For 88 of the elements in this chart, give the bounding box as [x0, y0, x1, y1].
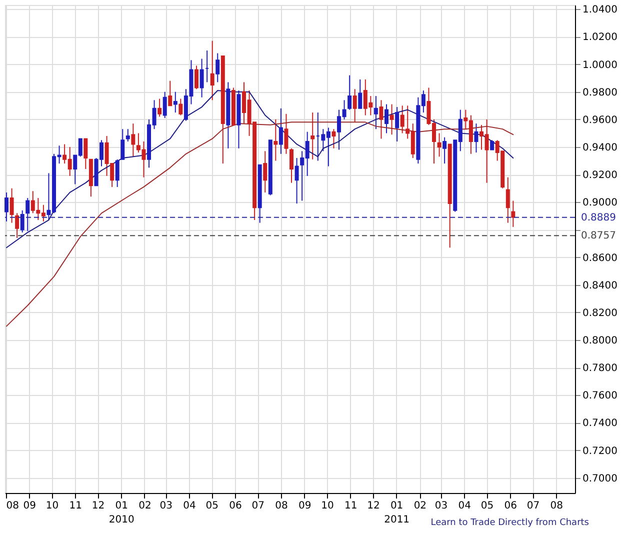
x-tick-label: 05: [480, 500, 494, 512]
y-tick-label: 0.7000: [582, 473, 618, 484]
candlestick: [294, 158, 299, 204]
x-tick-label: 06: [504, 500, 518, 512]
candlestick: [173, 91, 178, 114]
x-tick-label: 11: [344, 500, 358, 512]
candlestick: [168, 80, 172, 106]
x-tick-label: 02: [138, 500, 152, 512]
y-tick-label: 0.9400: [582, 142, 618, 154]
candlestick: [274, 118, 278, 162]
x-tick-label: 12: [92, 500, 105, 512]
candlestick: [379, 100, 384, 140]
candlestick: [4, 192, 9, 222]
candlestick: [390, 104, 394, 136]
candlestick: [120, 128, 125, 160]
candlestick: [263, 150, 268, 193]
x-tick-label: 04: [458, 500, 472, 512]
candlestick: [310, 112, 315, 160]
candlestick: [506, 176, 510, 224]
x-tick-label: 05: [206, 500, 218, 512]
text: Learn to Trade Directly from Charts: [430, 518, 590, 528]
x-tick-label: 06: [229, 500, 242, 512]
candlestick: [126, 128, 130, 142]
candlestick: [200, 58, 204, 98]
y-tick-label: 0.7600: [582, 390, 618, 402]
y-tick-label: 1.0400: [582, 4, 618, 16]
candlestick: [210, 40, 214, 101]
candlestick: [437, 132, 442, 158]
candlestick: [384, 104, 389, 134]
y-tick-label: 0.8000: [582, 335, 618, 346]
x-tick-label: 10: [321, 500, 334, 512]
line-series: [6, 90, 514, 248]
y-tick-label: 0.9200: [582, 170, 618, 182]
y-tick-label: 0.8200: [582, 308, 618, 319]
candlestick: [395, 106, 400, 142]
candlestick: [158, 98, 162, 118]
x-tick-label: 02: [414, 500, 427, 512]
candlestick: [178, 98, 183, 116]
candlestick: [194, 65, 199, 90]
x-tick-label: 11: [69, 500, 82, 512]
candlestick: [84, 138, 88, 170]
candlestick: [10, 188, 14, 224]
y-tick-label: 0.7800: [582, 363, 618, 374]
candlestick: [490, 140, 494, 150]
x-tick-label: 04: [183, 500, 196, 512]
x-tick-label: 03: [434, 500, 448, 512]
x-tick-label: 10: [46, 500, 59, 512]
y-tick-label: 0.9600: [582, 114, 618, 126]
y-tick-label: 0.9000: [582, 198, 618, 209]
candlestick: [216, 52, 220, 83]
candlestick: [162, 91, 167, 119]
y-tick-label: 0.7400: [582, 418, 618, 430]
x-tick-label: 07: [526, 500, 540, 512]
candlestick: [131, 123, 136, 158]
ref-line-label: 0.8889: [581, 212, 616, 224]
x-tick-label: 09: [23, 500, 36, 512]
ref-line-label: 0.8757: [581, 230, 616, 242]
y-tick-label: 0.7200: [582, 446, 618, 457]
candlestick: [284, 113, 288, 154]
x-tick-label: 09: [298, 500, 312, 512]
candlestick: [442, 136, 447, 164]
candlestick: [278, 108, 283, 154]
candlestick: [474, 123, 478, 154]
x-tick-label: 08: [550, 500, 564, 512]
candlestick: [352, 88, 357, 123]
x-tick-label: 07: [252, 500, 264, 512]
candlestick: [20, 210, 24, 233]
candlestick: [26, 197, 30, 232]
candlestick: [348, 74, 352, 110]
x-tick-label: 08: [6, 500, 19, 512]
x-tick-label: 01 2010: [108, 500, 134, 526]
y-tick-label: 0.8400: [582, 280, 618, 292]
candlestick: [332, 128, 336, 149]
candlestick: [358, 78, 362, 109]
candlestick: [374, 95, 378, 130]
candlestick: [511, 200, 516, 228]
y-tick-label: 0.9800: [582, 87, 618, 98]
x-tick-label: 12: [367, 500, 380, 512]
y-tick-label: 1.0000: [582, 60, 618, 71]
x-tick-label: 08: [275, 500, 288, 512]
x-tick-label: 03: [160, 500, 172, 512]
candlestick: [15, 212, 20, 238]
candlestick: [400, 105, 404, 134]
y-tick-label: 0.8600: [582, 252, 618, 264]
candlestick: [115, 158, 120, 188]
x-tick-label: 01 2011: [384, 500, 410, 526]
y-tick-label: 1.0200: [582, 32, 618, 44]
candlestick: [290, 148, 294, 184]
